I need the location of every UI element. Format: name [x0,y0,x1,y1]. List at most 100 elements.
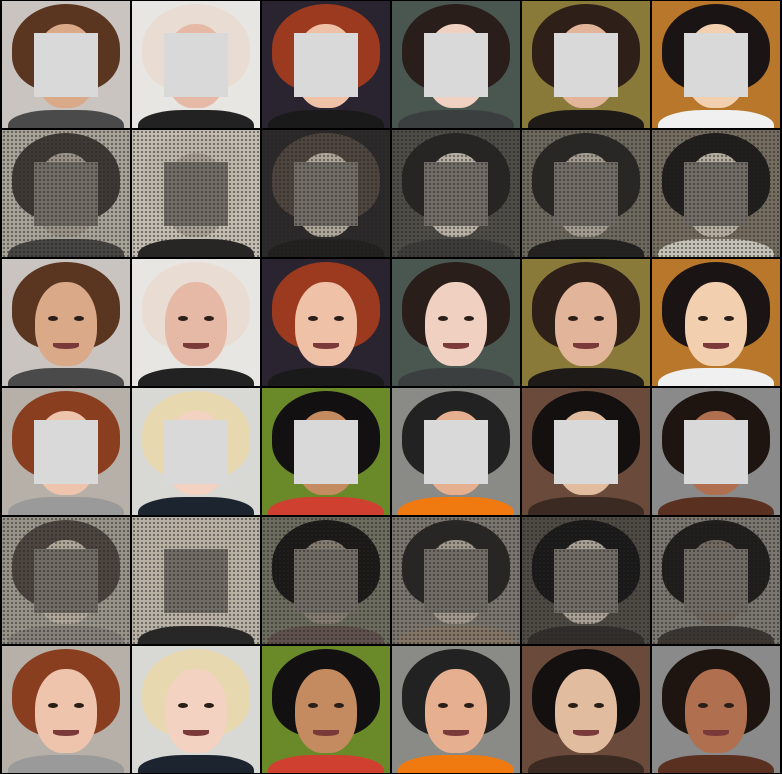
eye [178,187,189,193]
eye [568,316,579,322]
occlusion-mask [294,33,358,97]
mouth [183,342,209,350]
masked-face-tile [132,1,260,128]
mouth [313,213,339,221]
shoulders [8,626,124,644]
face [35,281,97,366]
shoulders [528,497,644,515]
face [295,281,357,366]
face [425,152,487,237]
shoulders [528,239,644,257]
face [295,539,357,624]
shoulders [138,626,254,644]
eye [178,316,189,322]
eye [568,703,579,709]
shoulders [8,368,124,386]
occlusion-mask [34,549,98,613]
shoulders [658,368,774,386]
tile-background [652,517,780,644]
eye [438,187,449,193]
eye [308,187,319,193]
mouth [53,729,79,737]
eye [568,574,579,580]
eye [698,574,709,580]
mouth [443,342,469,350]
mouth [443,729,469,737]
occlusion-mask [554,420,618,484]
shoulders [138,497,254,515]
hair [272,519,380,609]
face [165,668,227,753]
eye [48,316,59,322]
noisy-face-tile [522,517,650,644]
shoulders [658,626,774,644]
face [35,152,97,237]
noisy-face-tile [392,517,520,644]
masked-face-tile [2,388,130,515]
tile-background [392,130,520,257]
occlusion-mask [34,162,98,226]
eye [463,574,474,580]
restored-face-tile [262,646,390,773]
face [295,152,357,237]
face [425,668,487,753]
face [295,668,357,753]
shoulders [658,755,774,773]
hair [532,519,640,609]
hair [142,519,250,609]
tile-background [522,517,650,644]
occlusion-mask [424,549,488,613]
face [555,281,617,366]
shoulders [528,368,644,386]
restored-face-tile [132,259,260,386]
shoulders [8,755,124,773]
eye [438,574,449,580]
shoulders [398,368,514,386]
face [555,668,617,753]
masked-face-tile [652,1,780,128]
eye [73,187,84,193]
eye [203,574,214,580]
eye [333,316,344,322]
mouth [703,342,729,350]
eye [73,574,84,580]
eye [698,316,709,322]
noisy-face-tile [652,517,780,644]
restored-face-tile [522,259,650,386]
eye [48,703,59,709]
shoulders [268,626,384,644]
occlusion-mask [684,162,748,226]
restored-face-tile [2,259,130,386]
eye [593,703,604,709]
face [35,668,97,753]
occlusion-mask [684,549,748,613]
occlusion-mask [164,33,228,97]
mouth [443,600,469,608]
hair [402,132,510,222]
noisy-face-tile [262,130,390,257]
tile-background [262,130,390,257]
shoulders [658,497,774,515]
eye [333,574,344,580]
occlusion-mask [34,33,98,97]
shoulders [138,368,254,386]
hair [402,519,510,609]
mouth [573,342,599,350]
occlusion-mask [424,33,488,97]
masked-face-tile [522,388,650,515]
eye [308,574,319,580]
eye [203,316,214,322]
eye [438,316,449,322]
mouth [443,213,469,221]
occlusion-mask [684,33,748,97]
hair [272,132,380,222]
occlusion-mask [554,33,618,97]
tile-background [132,130,260,257]
occlusion-mask [34,420,98,484]
shoulders [398,110,514,128]
masked-face-tile [262,1,390,128]
shoulders [8,110,124,128]
face [425,539,487,624]
masked-face-tile [522,1,650,128]
mouth [53,213,79,221]
